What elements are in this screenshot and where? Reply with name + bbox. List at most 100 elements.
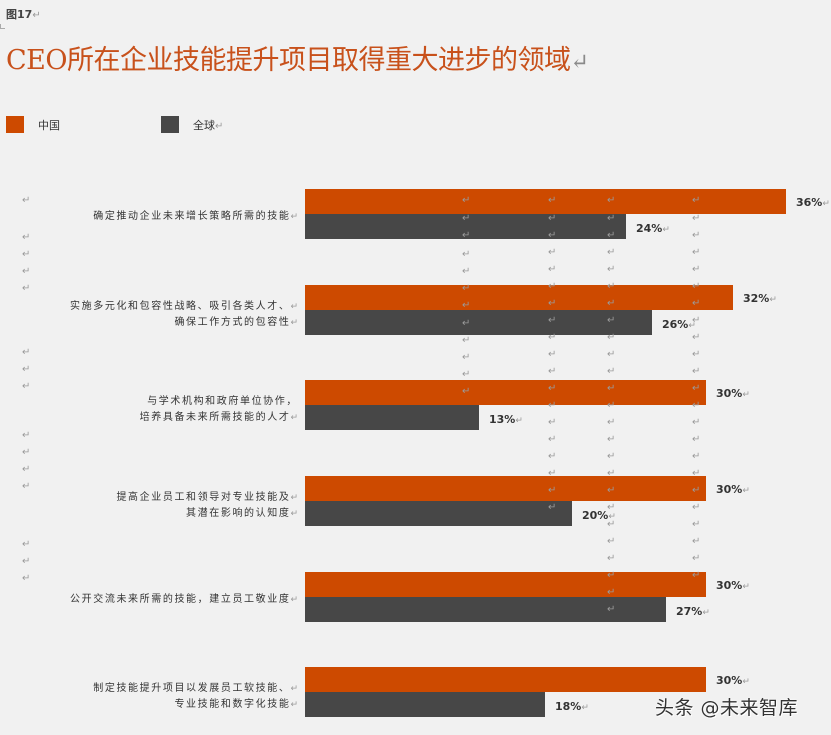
- paragraph-mark: ↵: [692, 400, 701, 411]
- paragraph-mark: ↵: [548, 247, 557, 258]
- paragraph-mark: ↵: [22, 364, 31, 375]
- paragraph-mark: ↵: [548, 281, 557, 292]
- paragraph-mark: ↵: [462, 195, 471, 206]
- bar-global: [305, 310, 652, 335]
- paragraph-mark: ↵: [22, 464, 31, 475]
- bar-china: [305, 380, 706, 405]
- text-boundary-mark: [0, 24, 5, 29]
- legend-item-china: 中国: [6, 116, 60, 133]
- paragraph-mark: ↵: [607, 400, 616, 411]
- paragraph-mark: ↵: [692, 570, 701, 581]
- paragraph-mark: ↵: [607, 366, 616, 377]
- paragraph-mark: ↵: [607, 383, 616, 394]
- paragraph-mark: ↵: [22, 447, 31, 458]
- paragraph-mark: ↵: [548, 264, 557, 275]
- paragraph-mark: ↵: [607, 264, 616, 275]
- bar-global: [305, 405, 479, 430]
- paragraph-mark: ↵: [607, 434, 616, 445]
- paragraph-mark: ↵: [22, 283, 31, 294]
- paragraph-mark: ↵: [462, 283, 471, 294]
- paragraph-mark: ↵: [692, 298, 701, 309]
- paragraph-mark: ↵: [692, 247, 701, 258]
- paragraph-mark: ↵: [22, 347, 31, 358]
- data-label-global: 27%↵: [676, 605, 710, 618]
- data-label-global: 13%↵: [489, 413, 523, 426]
- legend-swatch-china: [6, 116, 24, 133]
- paragraph-mark: ↵: [692, 332, 701, 343]
- paragraph-mark: ↵: [692, 468, 701, 479]
- bar-global: [305, 692, 545, 717]
- paragraph-mark: ↵: [548, 366, 557, 377]
- paragraph-mark: ↵: [692, 485, 701, 496]
- category-label: 公开交流未来所需的技能，建立员工敬业度↵: [70, 594, 298, 605]
- category-label: 确定推动企业未来增长策略所需的技能↵: [93, 211, 298, 222]
- paragraph-mark: ↵: [462, 318, 471, 329]
- bar-global: [305, 597, 666, 622]
- bar-china: [305, 476, 706, 501]
- paragraph-mark: ↵: [607, 570, 616, 581]
- paragraph-mark: ↵: [22, 249, 31, 260]
- paragraph-mark: ↵: [22, 539, 31, 550]
- paragraph-mark: ↵: [607, 553, 616, 564]
- paragraph-mark: ↵: [548, 485, 557, 496]
- paragraph-mark: ↵: [692, 213, 701, 224]
- paragraph-mark: ↵: [607, 315, 616, 326]
- bar-china: [305, 285, 733, 310]
- bar-global: [305, 214, 626, 239]
- paragraph-mark: ↵: [462, 266, 471, 277]
- paragraph-mark: ↵: [607, 485, 616, 496]
- legend-label-global: 全球↵: [193, 118, 224, 132]
- paragraph-mark: ↵: [548, 213, 557, 224]
- data-label-china: 30%↵: [716, 483, 750, 496]
- paragraph-mark: ↵: [462, 213, 471, 224]
- paragraph-mark: ↵: [548, 434, 557, 445]
- paragraph-mark: ↵: [548, 332, 557, 343]
- paragraph-mark: ↵: [462, 352, 471, 363]
- paragraph-mark: ↵: [22, 573, 31, 584]
- data-label-china: 30%↵: [716, 674, 750, 687]
- legend-label-china: 中国: [38, 118, 60, 132]
- paragraph-mark: ↵: [462, 335, 471, 346]
- paragraph-mark: ↵: [692, 315, 701, 326]
- paragraph-mark: ↵: [692, 383, 701, 394]
- paragraph-mark: ↵: [607, 502, 616, 513]
- category-label: 提高企业员工和领导对专业技能及↵ 其潜在影响的认知度↵: [116, 492, 298, 519]
- paragraph-mark: ↵: [548, 383, 557, 394]
- data-label-global: 20%↵: [582, 509, 616, 522]
- paragraph-mark: ↵: [607, 247, 616, 258]
- paragraph-mark: ↵: [548, 349, 557, 360]
- paragraph-mark: ↵: [22, 266, 31, 277]
- paragraph-mark: ↵: [22, 481, 31, 492]
- data-label-china: 30%↵: [716, 579, 750, 592]
- paragraph-mark: ↵: [692, 553, 701, 564]
- paragraph-mark: ↵: [692, 264, 701, 275]
- bar-china: [305, 572, 706, 597]
- paragraph-mark: ↵: [692, 366, 701, 377]
- paragraph-mark: ↵: [607, 349, 616, 360]
- paragraph-mark: ↵: [22, 556, 31, 567]
- paragraph-mark: ↵: [548, 417, 557, 428]
- paragraph-mark: ↵: [548, 195, 557, 206]
- paragraph-mark: ↵: [692, 349, 701, 360]
- paragraph-mark: ↵: [22, 195, 31, 206]
- category-label: 制定技能提升项目以发展员工软技能、↵ 专业技能和数字化技能↵: [93, 683, 298, 710]
- data-label-china: 32%↵: [743, 292, 777, 305]
- bar-china: [305, 667, 706, 692]
- paragraph-mark: ↵: [607, 195, 616, 206]
- paragraph-mark: ↵: [548, 298, 557, 309]
- paragraph-mark: ↵: [692, 195, 701, 206]
- legend-swatch-global: [161, 116, 179, 133]
- paragraph-mark: ↵: [607, 536, 616, 547]
- category-label: 与学术机构和政府单位协作， 培养具备未来所需技能的人才↵: [139, 396, 298, 423]
- paragraph-mark: ↵: [607, 604, 616, 615]
- paragraph-mark: ↵: [548, 315, 557, 326]
- category-label: 实施多元化和包容性战略、吸引各类人才、↵ 确保工作方式的包容性↵: [70, 301, 298, 328]
- chart-title: CEO所在企业技能提升项目取得重大进步的领域↵: [6, 45, 589, 76]
- paragraph-mark: ↵: [548, 468, 557, 479]
- paragraph-mark: ↵: [462, 300, 471, 311]
- paragraph-mark: ↵: [607, 213, 616, 224]
- paragraph-mark: ↵: [692, 451, 701, 462]
- paragraph-mark: ↵: [692, 502, 701, 513]
- data-label-china: 36%↵: [796, 196, 830, 209]
- paragraph-mark: ↵: [22, 381, 31, 392]
